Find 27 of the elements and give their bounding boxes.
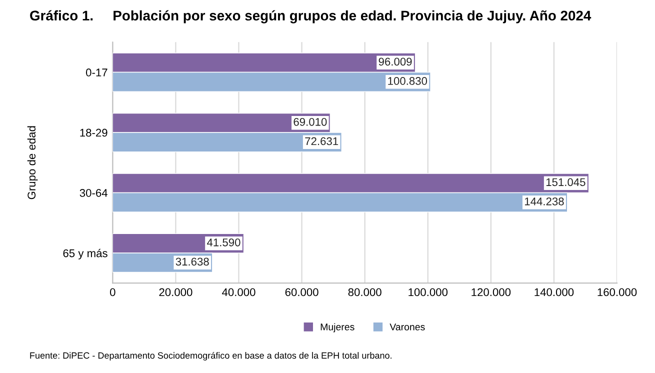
chart-subtitle: Población por sexo según grupos de edad. Provincia de Jujuy. Año 2024: [114, 10, 592, 24]
x-tick-label: 40.000: [222, 288, 256, 296]
data-label: 96.009: [378, 58, 412, 66]
x-tick-label: 80.000: [348, 288, 382, 296]
y-axis-title: Grupo de edad: [27, 126, 38, 200]
y-tick-label: 18-29: [80, 128, 108, 137]
x-tick-label: 160.000: [598, 288, 637, 296]
legend-label: Mujeres: [320, 323, 354, 332]
y-tick-label: 0-17: [86, 68, 108, 76]
x-tick-label: 120.000: [472, 288, 511, 296]
y-tick-label: 65 y más: [63, 248, 108, 260]
data-label: 41.590: [207, 238, 240, 246]
data-label: 100.830: [388, 77, 428, 85]
x-tick-label: 20.000: [159, 288, 192, 296]
x-tick-label: 140.000: [534, 288, 574, 296]
source-note: Fuente: DiPEC - Departamento Sociodemográfico en base a datos de la EPH total urbano.: [30, 352, 392, 360]
x-tick-label: 0: [110, 288, 116, 296]
chart-title: Gráfico 1.: [30, 10, 93, 21]
data-label: 31.638: [176, 258, 209, 266]
x-tick-label: 60.000: [285, 288, 318, 296]
data-label: 69.010: [294, 118, 327, 126]
data-label: 151.045: [546, 178, 586, 186]
data-label: 72.631: [305, 137, 338, 146]
y-tick-label: 30-64: [80, 189, 108, 197]
data-label: 144.238: [524, 198, 564, 206]
legend-label: Varones: [390, 324, 425, 330]
x-tick-label: 100.000: [408, 288, 448, 296]
